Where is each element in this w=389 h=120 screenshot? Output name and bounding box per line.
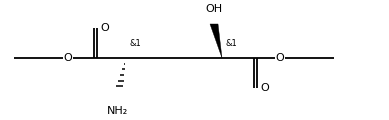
Text: O: O [276,53,284,63]
Polygon shape [210,24,222,58]
Text: &1: &1 [130,39,142,48]
Text: O: O [100,23,109,33]
Text: OH: OH [205,4,223,14]
Text: O: O [260,83,269,93]
Text: NH₂: NH₂ [107,106,129,116]
Text: O: O [64,53,72,63]
Text: &1: &1 [226,39,238,48]
